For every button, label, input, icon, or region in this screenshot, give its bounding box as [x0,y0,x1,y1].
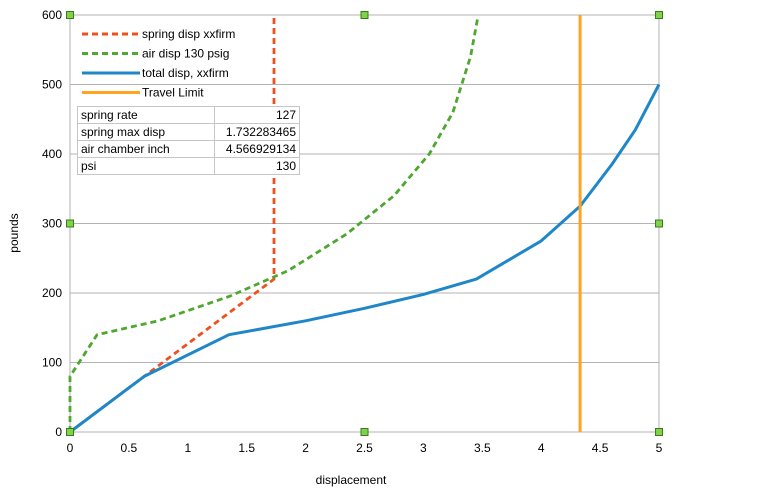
x-tick-label: 1.5 [238,441,255,455]
selection-handle [66,428,74,436]
x-tick-label: 2 [302,441,309,455]
info-table-row: air chamber inch 4.566929134 [77,140,300,158]
selection-handle [360,428,369,436]
y-tick-label: 500 [42,78,62,92]
info-table-value: 1.732283465 [214,123,300,141]
y-tick-label: 100 [42,356,62,370]
selection-handle [655,428,663,436]
x-tick-label: 4 [538,441,545,455]
series-line-3 [69,83,661,434]
x-tick-labels: 0 0.5 1 1.5 2 2.5 3 3.5 4 4.5 5 [67,441,663,455]
selection-handle [66,219,74,228]
x-tick-label: 4.5 [592,441,609,455]
series-line-1 [69,15,276,434]
legend-label: spring disp xxfirm [142,27,235,41]
info-table-row: psi 130 [77,157,300,175]
x-tick-label: 1 [184,441,191,455]
y-tick-label: 300 [42,217,62,231]
info-table-label: spring max disp [77,123,215,141]
y-tick-label: 200 [42,286,62,300]
x-tick-label: 3 [420,441,427,455]
x-tick-label: 0 [67,441,74,455]
y-tick-label: 400 [42,147,62,161]
y-axis-title: pounds [7,213,21,252]
selection-handle [360,11,369,19]
info-table-label: spring rate [77,106,215,124]
legend-label: Travel Limit [142,86,204,100]
info-table-row: spring rate 127 [77,106,300,124]
info-table-row: spring max disp 1.732283465 [77,123,300,141]
selection-handle [655,11,663,19]
x-tick-label: 0.5 [121,441,138,455]
info-table-value: 127 [214,106,300,124]
info-table-label: psi [77,157,215,175]
selection-handles [66,11,663,436]
y-tick-label: 0 [55,425,62,439]
x-tick-label: 3.5 [474,441,491,455]
x-axis-title: displacement [316,473,387,487]
x-tick-label: 5 [656,441,663,455]
info-table-value: 130 [214,157,300,175]
selection-handle [655,219,663,228]
series-line-2 [68,18,479,432]
y-tick-labels: 0 100 200 300 400 500 600 [42,8,62,439]
info-table-label: air chamber inch [77,140,215,158]
y-tick-label: 600 [42,8,62,22]
x-tick-label: 2.5 [356,441,373,455]
legend-label: total disp, xxfirm [142,66,229,80]
info-table-value: 4.566929134 [214,140,300,158]
legend-label: air disp 130 psig [142,47,229,61]
info-table: spring rate 127 spring max disp 1.732283465… [77,106,300,175]
legend: spring disp xxfirm air disp 130 psig total… [82,27,235,100]
selection-handle [66,11,74,19]
series-layer [68,15,661,434]
